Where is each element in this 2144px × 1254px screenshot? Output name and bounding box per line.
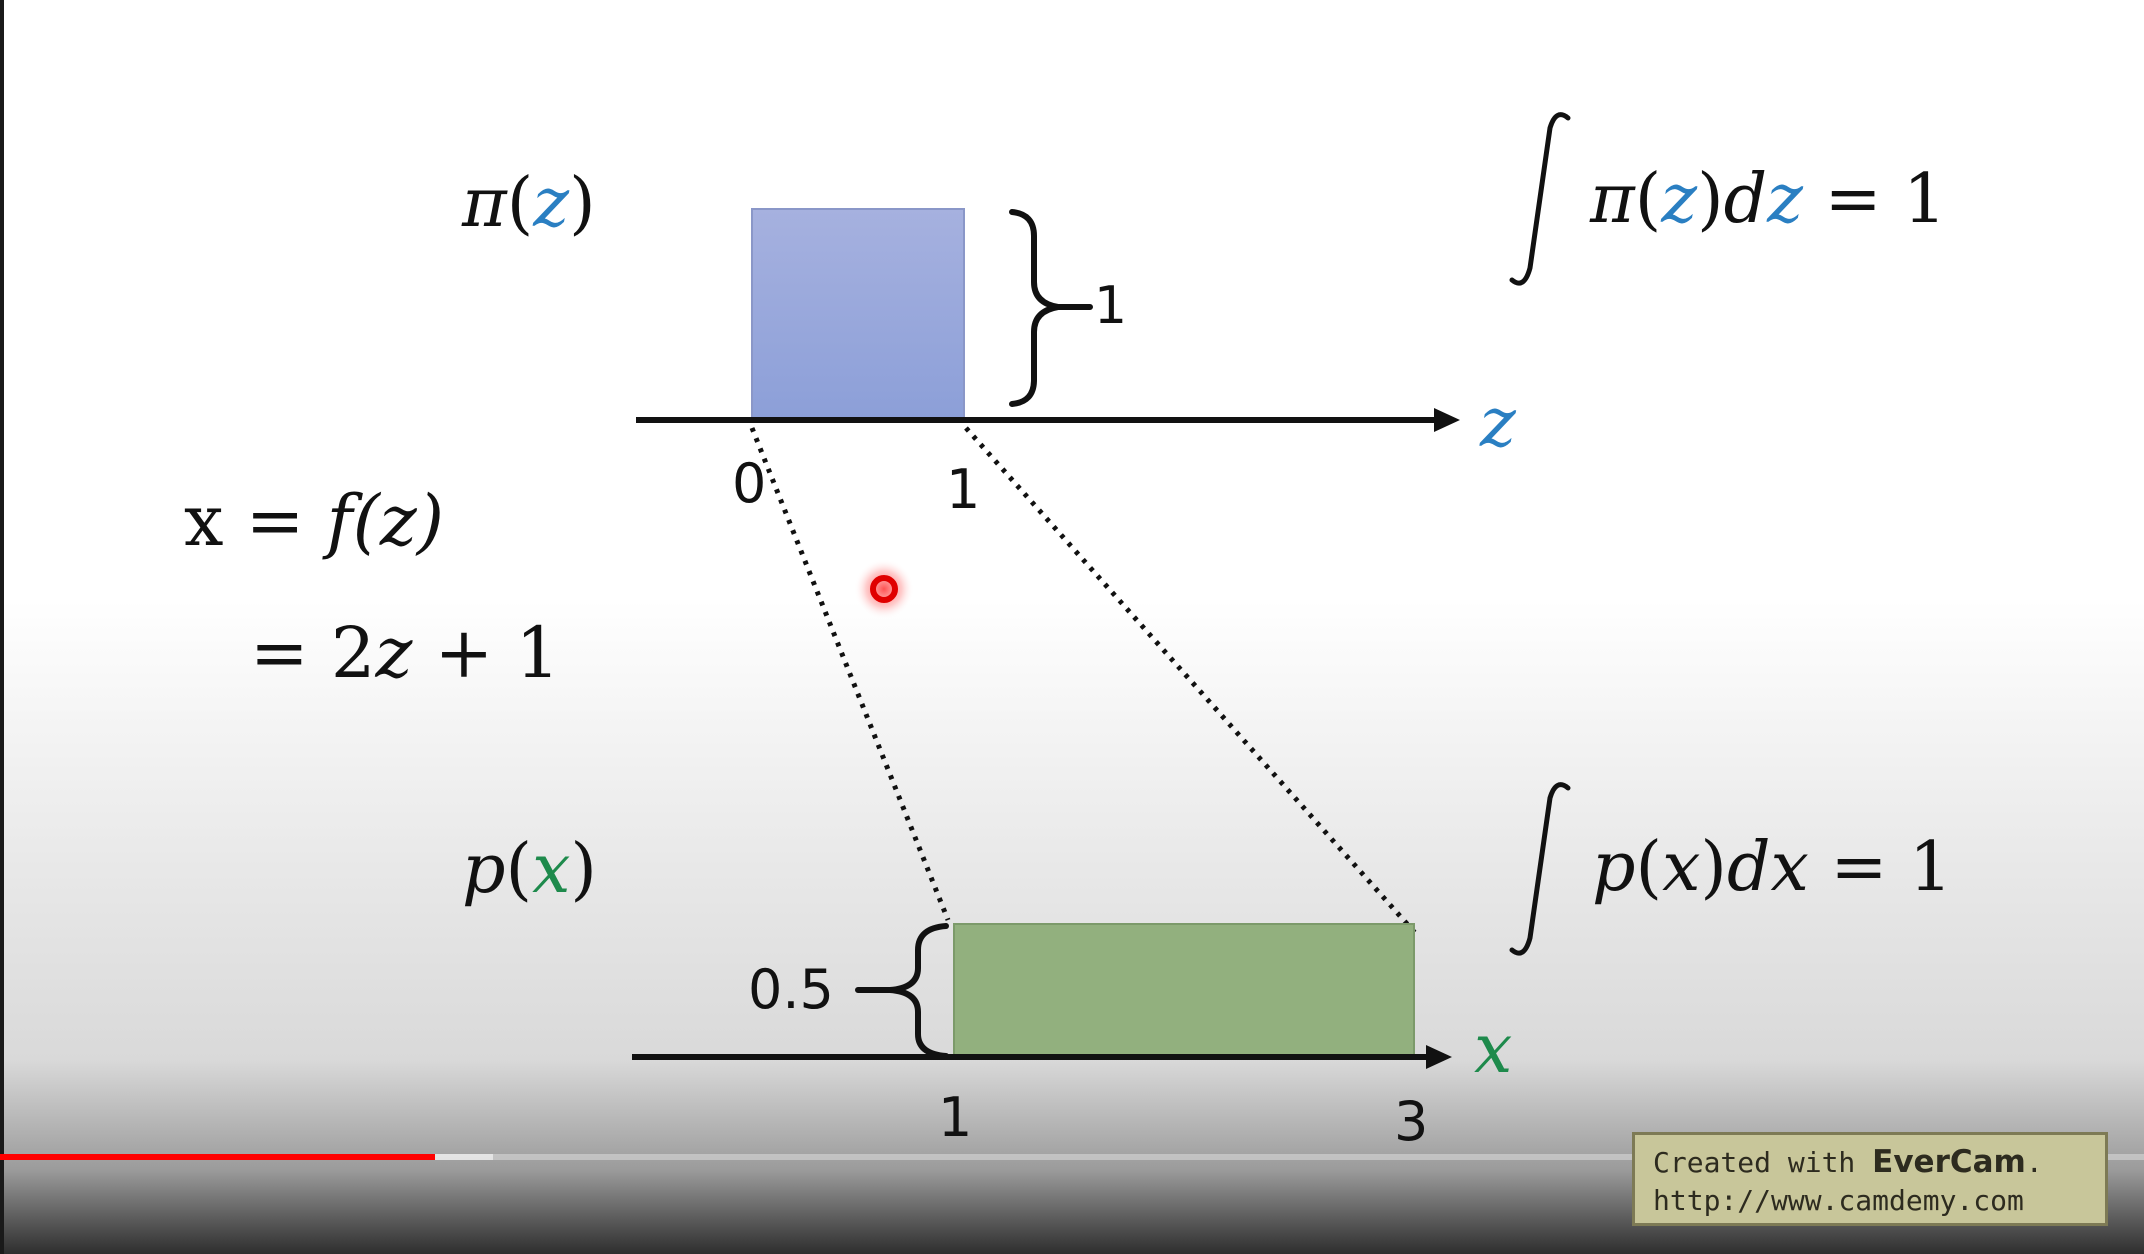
x-tick-1: 1 [938, 1086, 973, 1149]
x-axis-arrow [1426, 1045, 1452, 1069]
evercam-watermark: Created with EverCam. http://www.camdemy… [1632, 1132, 2108, 1226]
video-played-bar [0, 1154, 435, 1160]
mapping-equation: x = f(z) [184, 480, 445, 562]
bottom-integral-expression: p(x)dx = 1 [1592, 828, 1953, 907]
x-tick-3: 3 [1394, 1090, 1429, 1153]
z-axis-arrow [1434, 408, 1460, 432]
top-density-label: π(z) [462, 164, 596, 243]
top-integral-sign [1509, 112, 1571, 286]
left-border [0, 0, 4, 1254]
top-integral-expression: π(z)dz = 1 [1590, 160, 1947, 239]
mapping-line-left [749, 427, 951, 921]
bottom-integral-sign [1509, 782, 1571, 956]
bottom-height-label: 0.5 [748, 958, 834, 1021]
mapping-equation-expanded: = 2z + 1 [250, 612, 561, 694]
z-axis-label: z [1480, 384, 1516, 463]
top-height-label: 1 [1094, 276, 1128, 336]
bottom-density-box [953, 923, 1415, 1057]
bottom-height-brace [855, 923, 949, 1059]
z-tick-0: 0 [732, 452, 767, 515]
top-density-box [751, 208, 965, 420]
watermark-url: http://www.camdemy.com [1653, 1184, 2024, 1217]
top-height-brace [1009, 209, 1093, 407]
bottom-density-label: p(x) [462, 830, 597, 909]
laser-pointer-icon [854, 559, 914, 619]
x-axis-label: x [1474, 1010, 1513, 1089]
z-tick-1: 1 [946, 458, 981, 521]
mapping-line-right [964, 426, 1418, 936]
video-progress-bar[interactable] [0, 1154, 2144, 1160]
watermark-line-1: Created with EverCam. [1653, 1144, 2043, 1180]
